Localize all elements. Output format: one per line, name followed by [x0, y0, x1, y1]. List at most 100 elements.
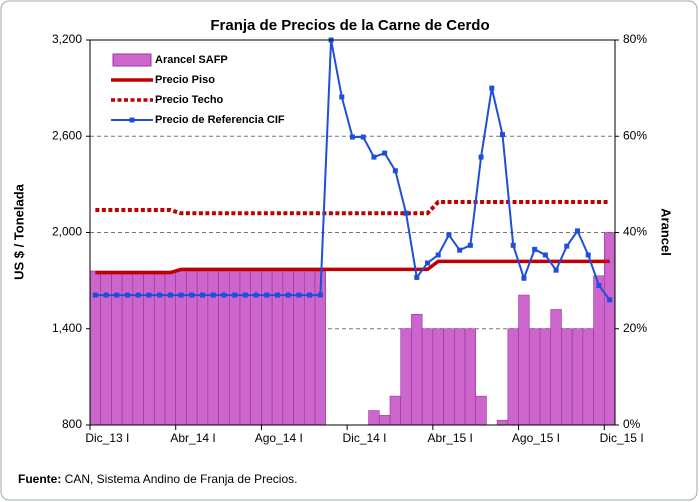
marker: [585, 252, 591, 258]
marker: [232, 292, 238, 298]
y-tick-label: 800: [62, 417, 82, 431]
marker: [92, 292, 98, 298]
bar: [411, 314, 423, 426]
bar: [539, 328, 552, 426]
marker: [382, 150, 388, 156]
source: Fuente: CAN, Sistema Andino de Franja de…: [18, 472, 297, 486]
bar: [528, 328, 541, 426]
marker: [253, 292, 259, 298]
bar: [571, 328, 584, 426]
plot-frame: [89, 39, 616, 426]
y-tick-label: 3,200: [52, 32, 82, 46]
marker: [500, 132, 505, 138]
chart-title: Franja de Precios de la Carne de Cerdo: [210, 17, 489, 34]
bar: [421, 328, 434, 426]
marker: [457, 247, 463, 253]
legend-swatch: [112, 53, 152, 67]
y2-axis-label: Arancel: [659, 208, 674, 256]
marker: [575, 228, 580, 234]
bar: [453, 328, 466, 426]
marker: [157, 292, 163, 298]
bar: [582, 328, 594, 426]
marker: [553, 267, 559, 273]
marker: [146, 292, 152, 298]
bar: [368, 410, 380, 426]
marker: [414, 274, 420, 280]
line: [95, 259, 610, 275]
y-tick-label: 2,000: [52, 225, 82, 239]
y2-tick-label: 0%: [623, 417, 641, 431]
marker: [478, 154, 484, 160]
bar: [593, 275, 605, 426]
marker: [425, 260, 430, 266]
marker: [296, 292, 302, 298]
marker: [467, 242, 473, 248]
marker: [114, 292, 120, 298]
marker: [339, 94, 345, 100]
marker: [403, 210, 409, 216]
marker: [446, 232, 452, 238]
marker: [542, 252, 548, 258]
marker: [125, 292, 130, 298]
y-axis-label: US $ / Tonelada: [11, 183, 26, 280]
marker: [285, 292, 291, 298]
marker: [489, 85, 495, 91]
line: [95, 200, 610, 216]
marker: [350, 134, 355, 140]
marker: [360, 134, 366, 140]
bar: [443, 328, 455, 426]
x-tick-label: Dic_13 I: [85, 431, 129, 445]
bar: [518, 294, 530, 426]
marker: [189, 292, 195, 298]
marker: [564, 243, 570, 249]
marker: [521, 275, 527, 281]
bar: [550, 309, 562, 426]
y-tick-label: 1,400: [52, 321, 82, 335]
y2-tick-label: 20%: [623, 321, 647, 335]
bar: [432, 328, 444, 426]
marker: [221, 292, 227, 298]
marker: [371, 154, 377, 160]
marker: [242, 292, 248, 298]
legend-label: Precio de Referencia CIF: [155, 114, 285, 126]
y2-tick-label: 40%: [623, 225, 647, 239]
bar: [561, 328, 573, 426]
source-label: Fuente:: [18, 472, 61, 486]
marker: [178, 292, 184, 298]
marker: [607, 297, 613, 303]
bar: [400, 328, 412, 426]
marker: [275, 292, 280, 298]
marker: [135, 292, 141, 298]
marker: [392, 168, 398, 174]
marker: [317, 292, 323, 298]
legend-label: Precio Piso: [155, 74, 215, 86]
bar: [496, 419, 509, 426]
x-tick-label: Dic_14 I: [342, 431, 386, 445]
y-tick-label: 2,600: [52, 128, 82, 142]
marker: [435, 252, 441, 258]
marker: [200, 292, 205, 298]
bar: [464, 328, 477, 426]
bar: [475, 395, 487, 426]
marker: [532, 246, 538, 252]
marker: [510, 242, 516, 248]
x-tick-label: Abr_14 I: [170, 431, 215, 445]
marker: [307, 292, 313, 298]
x-tick-label: Abr_15 I: [428, 431, 473, 445]
marker: [596, 282, 602, 288]
legend-marker: [129, 117, 135, 123]
bar: [507, 328, 519, 426]
y2-tick-label: 60%: [623, 128, 647, 142]
marker: [264, 292, 270, 298]
bar: [389, 395, 402, 426]
x-tick-label: Ago_14 I: [255, 431, 303, 445]
source-text: CAN, Sistema Andino de Franja de Precios…: [61, 472, 297, 486]
marker: [210, 292, 216, 298]
bar: [378, 415, 391, 426]
x-tick-label: Ago_15 I: [512, 431, 560, 445]
x-tick-label: Dic_15 I: [600, 431, 644, 445]
legend-label: Precio Techo: [155, 94, 224, 106]
marker: [103, 292, 109, 298]
legend-label: Arancel SAFP: [155, 54, 228, 66]
